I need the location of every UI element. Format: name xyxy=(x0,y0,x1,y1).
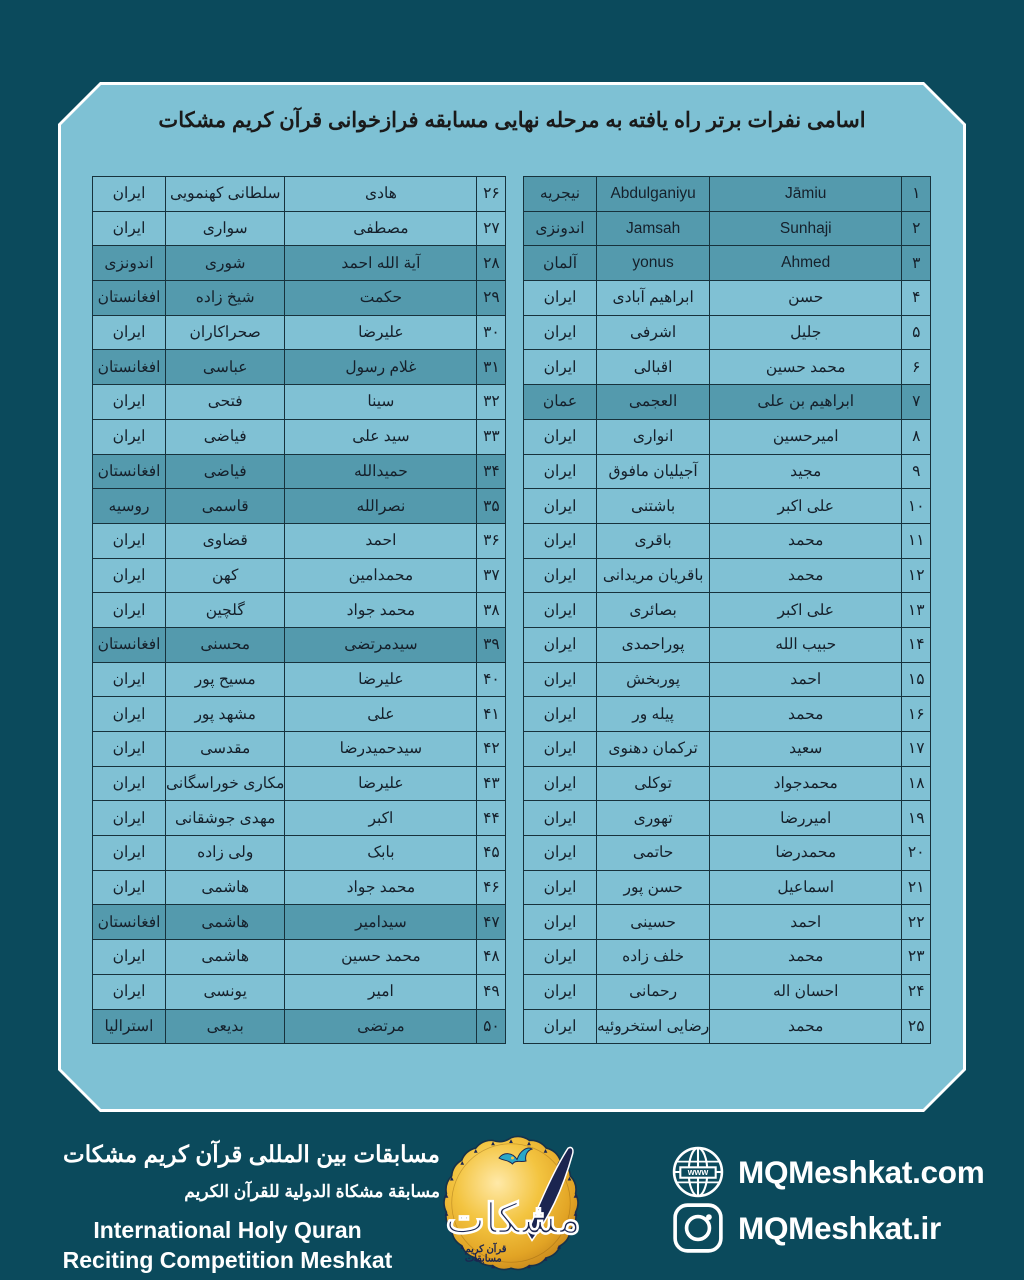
svg-text:www: www xyxy=(687,1167,709,1177)
svg-text:مشکات: مشکات xyxy=(446,1195,582,1242)
svg-text:مسابقات: مسابقات xyxy=(465,1254,502,1265)
